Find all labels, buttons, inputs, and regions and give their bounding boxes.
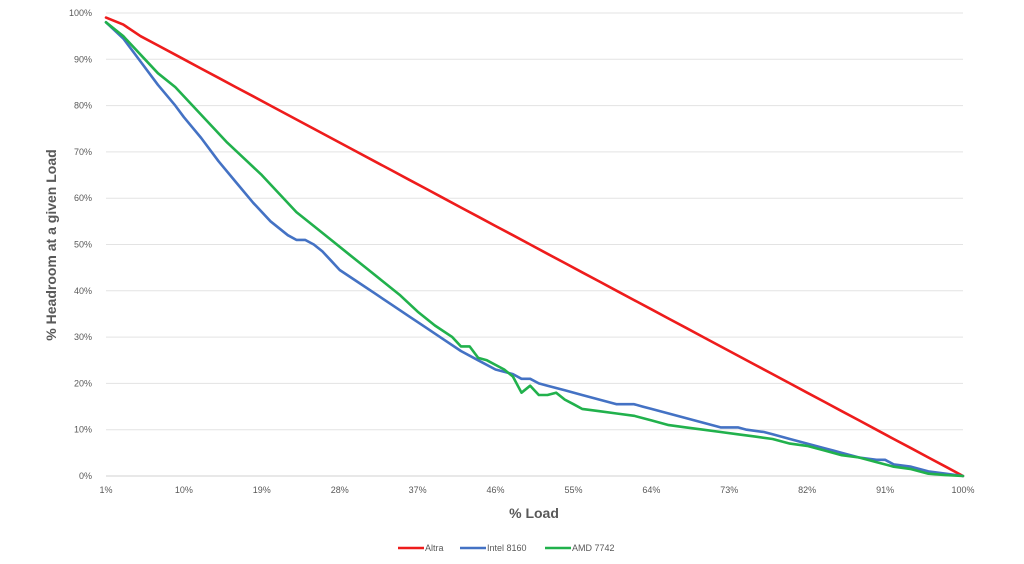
legend-label-amd-7742: AMD 7742 (572, 543, 615, 553)
y-axis-title: % Headroom at a given Load (43, 149, 59, 340)
x-tick-label: 64% (642, 485, 660, 495)
y-tick-label: 50% (74, 240, 92, 250)
series-line-amd-7742 (104, 20, 965, 478)
x-tick-label: 91% (876, 485, 894, 495)
x-tick-label: 55% (564, 485, 582, 495)
y-tick-label: 10% (74, 425, 92, 435)
x-tick-label: 82% (798, 485, 816, 495)
x-tick-label: 28% (331, 485, 349, 495)
x-tick-label: 1% (99, 485, 112, 495)
y-tick-label: 90% (74, 54, 92, 64)
y-tick-label: 70% (74, 147, 92, 157)
legend-label-altra: Altra (425, 543, 444, 553)
y-tick-label: 60% (74, 193, 92, 203)
series-line-intel-8160 (104, 20, 965, 478)
x-axis-title: % Load (509, 505, 559, 521)
legend-label-intel-8160: Intel 8160 (487, 543, 527, 553)
y-tick-label: 30% (74, 332, 92, 342)
x-axis-ticks: 1% 10% 19% 28% 37% 46% 55% 64% 73% 82% 91% 100% (99, 485, 974, 495)
y-axis-ticks: 0% 10% 20% 30% 40% 50% 60% 70% 80% 90% 100% (69, 8, 92, 481)
y-tick-label: 100% (69, 8, 92, 18)
legend: Altra Intel 8160 AMD 7742 (398, 543, 615, 553)
y-tick-label: 20% (74, 378, 92, 388)
x-tick-label: 37% (409, 485, 427, 495)
x-tick-label: 19% (253, 485, 271, 495)
y-tick-label: 0% (79, 471, 92, 481)
series-lines (104, 16, 965, 478)
y-tick-label: 80% (74, 101, 92, 111)
x-tick-label: 73% (720, 485, 738, 495)
series-line-altra (104, 16, 965, 478)
x-tick-label: 46% (487, 485, 505, 495)
x-tick-label: 100% (951, 485, 974, 495)
y-tick-label: 40% (74, 286, 92, 296)
x-tick-label: 10% (175, 485, 193, 495)
